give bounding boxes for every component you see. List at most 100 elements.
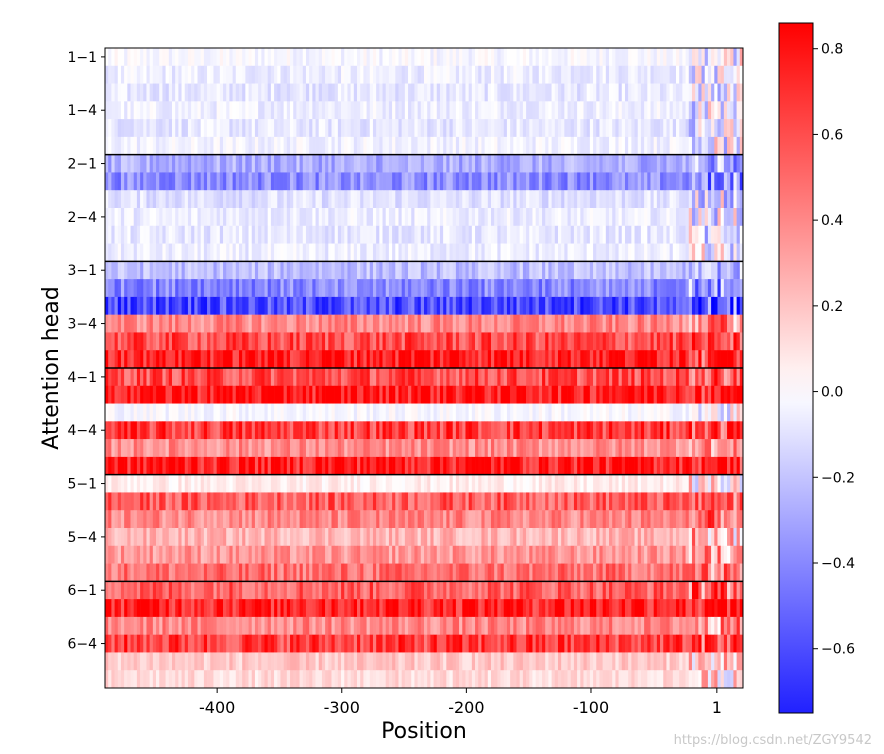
heatmap-cell bbox=[111, 119, 115, 138]
heatmap-cell bbox=[736, 403, 741, 422]
heatmap-cell bbox=[325, 456, 329, 475]
heatmap-cell bbox=[510, 48, 514, 67]
heatmap-cell bbox=[171, 261, 176, 280]
heatmap-cell bbox=[685, 225, 690, 244]
heatmap-cell bbox=[229, 439, 233, 458]
heatmap-cell bbox=[178, 154, 182, 173]
heatmap-cell bbox=[586, 350, 591, 369]
heatmap-cell bbox=[159, 172, 163, 191]
heatmap-cell bbox=[490, 350, 495, 369]
heatmap-cell bbox=[679, 225, 683, 244]
heatmap-cell bbox=[733, 261, 737, 280]
heatmap-cell bbox=[395, 48, 399, 67]
heatmap-cell bbox=[679, 314, 683, 333]
heatmap-cell bbox=[653, 136, 658, 155]
heatmap-cell bbox=[146, 225, 150, 244]
heatmap-cell bbox=[647, 101, 651, 120]
heatmap-cell bbox=[159, 279, 163, 298]
heatmap-cell bbox=[669, 48, 674, 67]
heatmap-cell bbox=[108, 225, 112, 244]
heatmap-cell bbox=[583, 368, 587, 387]
heatmap-cell bbox=[140, 421, 144, 440]
heatmap-cell bbox=[634, 190, 639, 209]
heatmap-cell bbox=[522, 48, 527, 67]
heatmap-cell bbox=[487, 439, 492, 458]
heatmap-cell bbox=[152, 136, 157, 155]
heatmap-cell bbox=[449, 368, 454, 387]
heatmap-cell bbox=[105, 279, 109, 298]
heatmap-cell bbox=[264, 314, 268, 333]
heatmap-cell bbox=[341, 154, 345, 173]
heatmap-cell bbox=[644, 225, 648, 244]
heatmap-cell bbox=[414, 385, 418, 404]
heatmap-cell bbox=[290, 385, 294, 404]
heatmap-cell bbox=[695, 456, 699, 475]
heatmap-cell bbox=[187, 65, 192, 84]
heatmap-cell bbox=[242, 385, 246, 404]
heatmap-cell bbox=[337, 456, 342, 475]
heatmap-cell bbox=[203, 190, 208, 209]
heatmap-cell bbox=[624, 474, 629, 493]
heatmap-cell bbox=[490, 403, 495, 422]
heatmap-cell bbox=[162, 243, 166, 262]
heatmap-cell bbox=[264, 119, 268, 138]
heatmap-cell bbox=[379, 208, 383, 227]
heatmap-cell bbox=[312, 172, 316, 191]
heatmap-cell bbox=[334, 403, 339, 422]
heatmap-cell bbox=[430, 350, 434, 369]
heatmap-cell bbox=[238, 368, 243, 387]
heatmap-cell bbox=[526, 456, 530, 475]
heatmap-cell bbox=[305, 439, 310, 458]
heatmap-cell bbox=[388, 154, 393, 173]
heatmap-cell bbox=[427, 403, 431, 422]
heatmap-cell bbox=[471, 65, 476, 84]
heatmap-cell bbox=[637, 261, 642, 280]
heatmap-cell bbox=[612, 314, 616, 333]
heatmap-cell bbox=[433, 279, 438, 298]
heatmap-cell bbox=[395, 279, 399, 298]
heatmap-cell bbox=[360, 332, 364, 351]
heatmap-cell bbox=[223, 101, 227, 120]
heatmap-cell bbox=[194, 296, 198, 315]
heatmap-cell bbox=[650, 154, 654, 173]
heatmap-cell bbox=[427, 350, 431, 369]
heatmap-cell bbox=[168, 243, 173, 262]
heatmap-cell bbox=[723, 439, 728, 458]
heatmap-cell bbox=[130, 279, 135, 298]
heatmap-cell bbox=[589, 154, 594, 173]
heatmap-cell bbox=[305, 474, 310, 493]
heatmap-cell bbox=[223, 296, 227, 315]
heatmap-cell bbox=[695, 101, 699, 120]
heatmap-cell bbox=[178, 350, 182, 369]
heatmap-cell bbox=[299, 332, 304, 351]
heatmap-cell bbox=[545, 261, 549, 280]
heatmap-cell bbox=[286, 190, 291, 209]
heatmap-cell bbox=[631, 65, 635, 84]
heatmap-cell bbox=[207, 403, 211, 422]
heatmap-cell bbox=[318, 83, 323, 102]
heatmap-cell bbox=[551, 101, 556, 120]
heatmap-cell bbox=[688, 456, 693, 475]
heatmap-cell bbox=[181, 261, 186, 280]
heatmap-cell bbox=[637, 368, 642, 387]
heatmap-cell bbox=[676, 456, 680, 475]
heatmap-cell bbox=[494, 332, 498, 351]
heatmap-cell bbox=[175, 314, 179, 333]
heatmap-cell bbox=[717, 474, 721, 493]
heatmap-cell bbox=[331, 172, 335, 191]
heatmap-cell bbox=[446, 172, 450, 191]
heatmap-cell bbox=[379, 296, 383, 315]
heatmap-cell bbox=[424, 136, 428, 155]
heatmap-cell bbox=[146, 403, 150, 422]
heatmap-cell bbox=[210, 279, 214, 298]
heatmap-cell bbox=[586, 208, 591, 227]
heatmap-cell bbox=[108, 385, 112, 404]
heatmap-cell bbox=[149, 261, 154, 280]
heatmap-cell bbox=[337, 314, 342, 333]
heatmap-cell bbox=[723, 296, 728, 315]
heatmap-cell bbox=[516, 296, 520, 315]
heatmap-cell bbox=[187, 119, 192, 138]
heatmap-cell bbox=[695, 296, 699, 315]
heatmap-cell bbox=[334, 190, 339, 209]
heatmap-cell bbox=[309, 172, 313, 191]
